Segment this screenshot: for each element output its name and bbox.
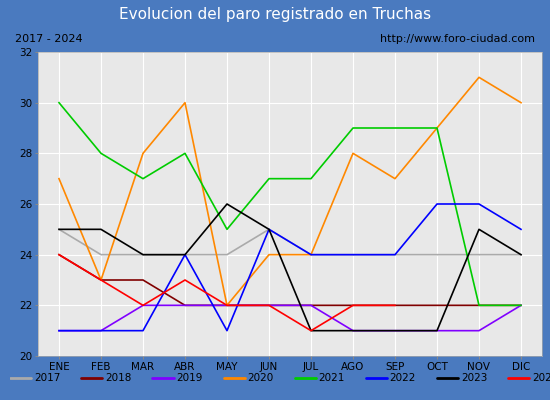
Text: 2024: 2024 [532,373,550,383]
Text: 2021: 2021 [318,373,345,383]
Text: 2020: 2020 [248,373,273,383]
Text: 2018: 2018 [105,373,131,383]
Text: 2017: 2017 [34,373,60,383]
Text: 2017 - 2024: 2017 - 2024 [15,34,83,44]
Text: 2019: 2019 [176,373,202,383]
Text: http://www.foro-ciudad.com: http://www.foro-ciudad.com [379,34,535,44]
Text: 2022: 2022 [390,373,416,383]
Text: Evolucion del paro registrado en Truchas: Evolucion del paro registrado en Truchas [119,6,431,22]
Text: 2023: 2023 [461,373,487,383]
